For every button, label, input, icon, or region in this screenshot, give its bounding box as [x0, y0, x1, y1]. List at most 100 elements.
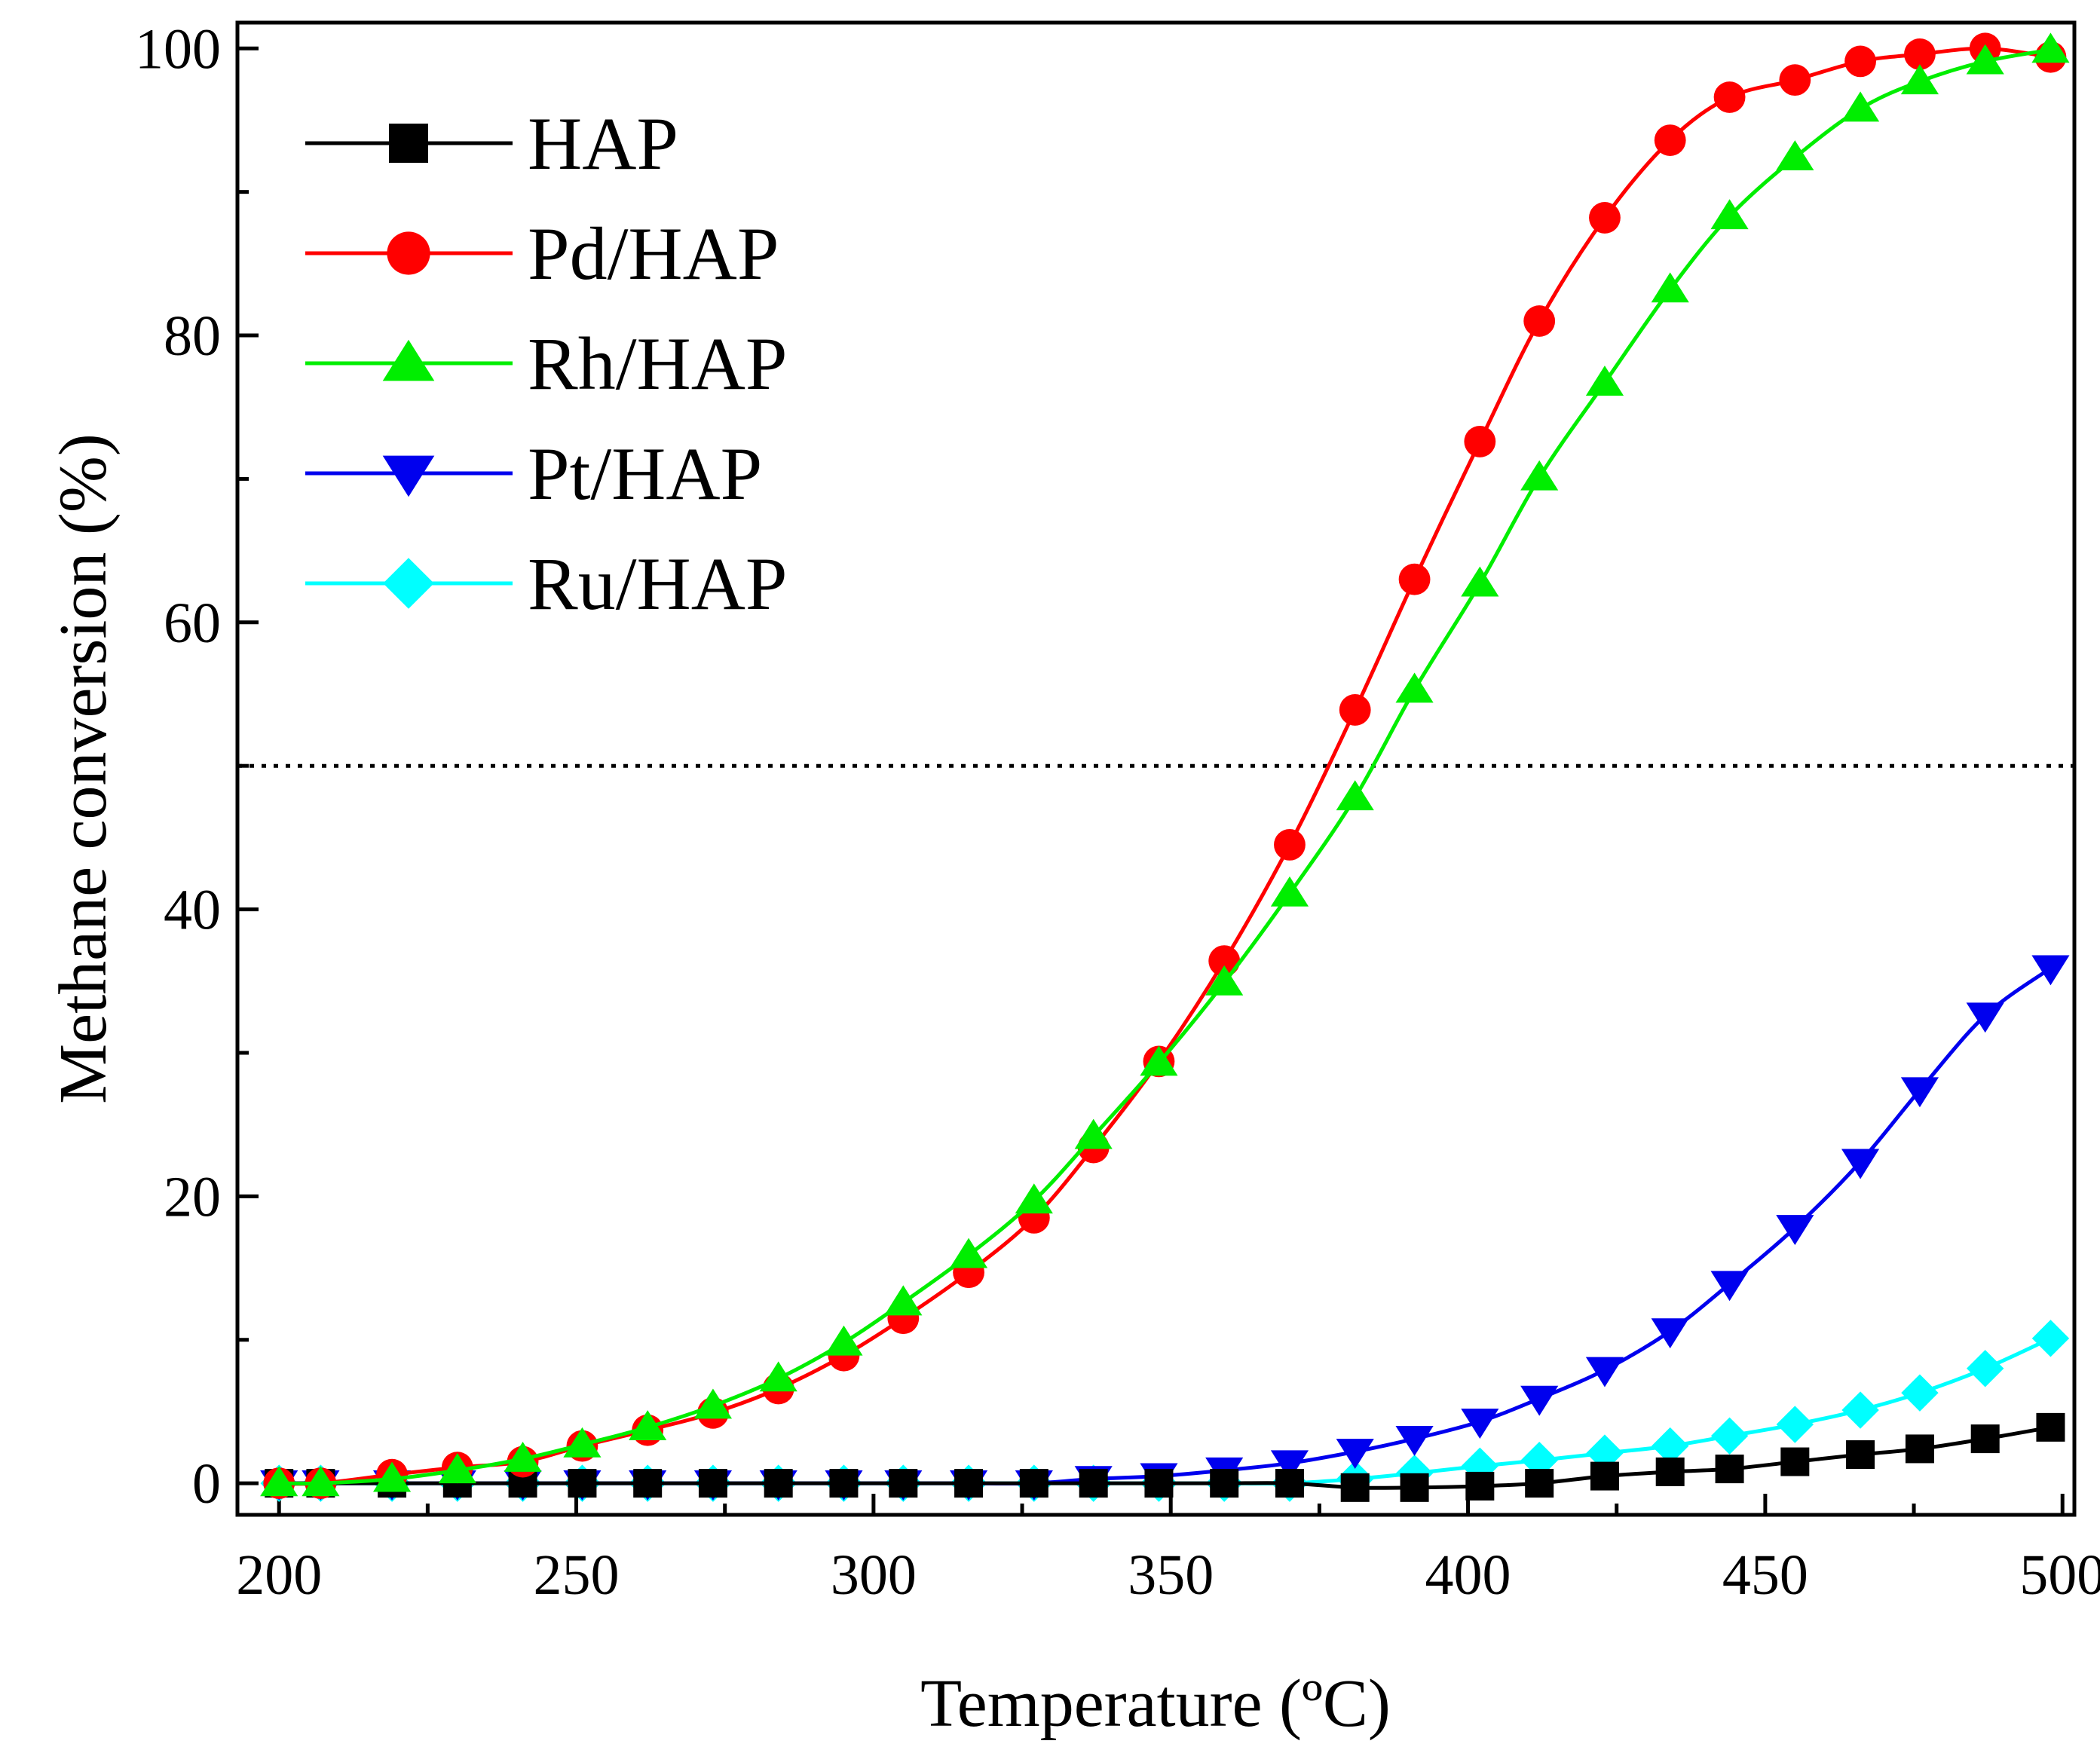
- data-point-ru-hap: [1586, 1434, 1624, 1472]
- data-point-hap: [1019, 1469, 1048, 1498]
- data-point-pd-hap: [1339, 694, 1371, 726]
- legend-item-pt-hap: Pt/HAP: [305, 432, 762, 515]
- data-point-rh-hap: [884, 1285, 923, 1316]
- data-point-rh-hap: [1461, 566, 1499, 597]
- series-rh-hap: [260, 32, 2070, 1497]
- data-point-rh-hap: [1015, 1183, 1053, 1214]
- data-point-rh-hap: [629, 1410, 667, 1440]
- data-point-hap: [1846, 1440, 1875, 1470]
- data-point-rh-hap: [949, 1238, 988, 1268]
- data-point-rh-hap: [1140, 1045, 1178, 1076]
- data-point-ru-hap: [1652, 1427, 1689, 1465]
- data-point-pd-hap: [1523, 305, 1556, 337]
- y-axis-ticks: 0 20 40 60 80 100: [135, 17, 259, 1516]
- data-point-pd-hap: [1654, 124, 1686, 157]
- data-point-rh-hap: [1585, 366, 1624, 396]
- data-point-pt-hap: [1710, 1271, 1749, 1302]
- x-tick-label: 450: [1722, 1543, 1808, 1607]
- data-point-ru-hap: [1710, 1417, 1749, 1455]
- data-point-pd-hap: [1589, 202, 1621, 234]
- data-point-pd-hap: [1398, 563, 1431, 595]
- data-point-hap: [1465, 1471, 1495, 1501]
- data-point-hap: [633, 1469, 663, 1498]
- data-point-hap: [829, 1469, 859, 1498]
- data-point-rh-hap: [1900, 64, 1939, 95]
- data-point-pt-hap: [1585, 1357, 1624, 1387]
- data-point-pd-hap: [1779, 64, 1811, 96]
- data-point-pt-hap: [1270, 1450, 1309, 1481]
- y-axis-title: Methane conversion (%): [46, 433, 121, 1104]
- legend-item-ru-hap: Ru/HAP: [305, 542, 788, 626]
- series-hap: [265, 1412, 2065, 1502]
- legend-label: HAP: [528, 102, 678, 185]
- data-point-rh-hap: [1074, 1118, 1113, 1149]
- data-point-rh-hap: [260, 1466, 298, 1497]
- data-point-hap: [1400, 1473, 1429, 1502]
- y-tick-label: 20: [164, 1165, 221, 1228]
- y-tick-label: 60: [164, 592, 221, 655]
- legend-item-pd-hap: Pd/HAP: [305, 212, 779, 295]
- data-point-rh-hap: [1841, 91, 1880, 122]
- x-tick-label: 350: [1128, 1543, 1214, 1607]
- data-point-ru-hap: [2031, 1320, 2070, 1357]
- data-point-pt-hap: [1336, 1439, 1374, 1470]
- data-point-pt-hap: [1776, 1215, 1814, 1246]
- data-point-rh-hap: [563, 1427, 602, 1458]
- data-point-hap: [954, 1469, 984, 1498]
- legend-item-rh-hap: Rh/HAP: [305, 322, 788, 405]
- data-point-rh-hap: [372, 1461, 412, 1492]
- data-point-rh-hap: [693, 1388, 733, 1419]
- data-point-hap: [1210, 1469, 1239, 1498]
- data-point-rh-hap: [1710, 199, 1749, 230]
- data-point-hap: [698, 1469, 727, 1498]
- data-point-hap: [568, 1469, 597, 1498]
- data-point-hap: [1970, 1424, 2000, 1454]
- data-point-pt-hap: [1841, 1149, 1880, 1179]
- legend-marker: [387, 231, 430, 275]
- data-point-hap: [1715, 1455, 1744, 1484]
- data-point-pd-hap: [1713, 81, 1746, 113]
- data-point-hap: [2036, 1412, 2065, 1442]
- data-point-hap: [1905, 1434, 1934, 1464]
- data-point-rh-hap: [438, 1453, 476, 1484]
- series-pd-hap: [263, 32, 2067, 1500]
- y-tick-label: 80: [164, 304, 221, 368]
- data-point-rh-hap: [302, 1466, 340, 1497]
- data-point-pt-hap: [2031, 955, 2070, 986]
- data-point-pd-hap: [1274, 829, 1306, 861]
- data-point-rh-hap: [2031, 32, 2070, 63]
- data-point-hap: [1144, 1469, 1174, 1498]
- data-point-pt-hap: [1520, 1385, 1559, 1416]
- data-point-hap: [1340, 1473, 1370, 1502]
- data-point-hap: [1655, 1457, 1685, 1486]
- data-point-hap: [764, 1469, 793, 1498]
- legend-marker: [382, 455, 435, 497]
- data-point-hap: [1590, 1461, 1619, 1491]
- x-tick-label: 300: [831, 1543, 917, 1607]
- data-point-rh-hap: [1395, 672, 1434, 703]
- data-point-rh-hap: [1336, 780, 1374, 811]
- y-tick-label: 100: [135, 17, 221, 81]
- legend-label: Ru/HAP: [528, 542, 788, 626]
- legend-marker: [382, 339, 435, 381]
- legend-item-hap: HAP: [305, 102, 678, 185]
- data-point-rh-hap: [1966, 44, 2004, 75]
- y-tick-label: 40: [164, 879, 221, 942]
- data-point-rh-hap: [1651, 272, 1689, 303]
- legend-marker: [389, 124, 428, 163]
- x-tick-label: 200: [236, 1543, 322, 1607]
- data-point-hap: [1079, 1469, 1108, 1498]
- data-point-pt-hap: [1651, 1318, 1689, 1349]
- data-point-pt-hap: [1966, 1002, 2004, 1033]
- plot-frame: [235, 20, 2077, 1517]
- data-point-pt-hap: [1461, 1409, 1499, 1439]
- data-point-rh-hap: [1270, 876, 1309, 907]
- series-layer: [260, 32, 2070, 1502]
- legend-label: Pd/HAP: [528, 212, 779, 295]
- legend: HAP Pd/HAP Rh/HAP Pt/HAP Ru/HAP: [305, 102, 788, 626]
- data-point-rh-hap: [759, 1361, 797, 1392]
- data-point-hap: [1525, 1469, 1554, 1498]
- data-point-ru-hap: [1966, 1350, 2004, 1387]
- data-point-rh-hap: [504, 1441, 542, 1472]
